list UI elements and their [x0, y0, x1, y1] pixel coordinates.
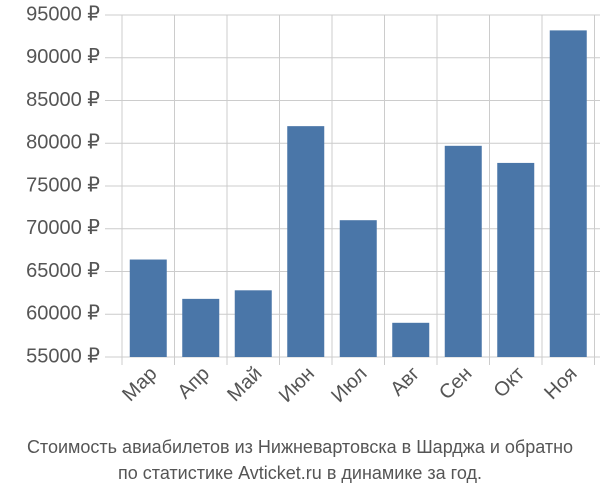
bar: [182, 298, 220, 357]
x-tick-label: Июл: [327, 363, 371, 407]
bar: [549, 30, 587, 357]
y-tick-label: 85000 ₽: [26, 89, 100, 111]
y-tick-label: 95000 ₽: [26, 3, 100, 25]
caption-line: Стоимость авиабилетов из Нижневартовска …: [27, 437, 573, 457]
x-tick-label: Апр: [174, 363, 215, 404]
y-tick-label: 55000 ₽: [26, 345, 100, 367]
y-tick-label: 65000 ₽: [26, 260, 100, 282]
y-tick-label: 60000 ₽: [26, 303, 100, 325]
y-tick-label: 90000 ₽: [26, 46, 100, 68]
x-tick-label: Май: [223, 363, 266, 406]
bar: [129, 259, 167, 357]
bar: [234, 290, 272, 357]
y-tick-label: 80000 ₽: [26, 132, 100, 154]
bar: [339, 220, 377, 357]
x-tick-label: Окт: [490, 363, 529, 402]
caption-line: по статистике Avticket.ru в динамике за …: [118, 463, 482, 483]
bar: [392, 322, 430, 357]
bar: [497, 162, 535, 357]
y-tick-label: 70000 ₽: [26, 217, 100, 239]
x-tick-label: Июн: [275, 363, 319, 407]
x-tick-label: Мар: [118, 363, 161, 406]
bar: [444, 145, 482, 357]
x-tick-label: Ноя: [540, 363, 581, 404]
x-tick-label: Сен: [435, 363, 476, 404]
x-tick-label: Авг: [386, 363, 424, 401]
bar: [287, 126, 325, 358]
y-tick-label: 75000 ₽: [26, 174, 100, 196]
